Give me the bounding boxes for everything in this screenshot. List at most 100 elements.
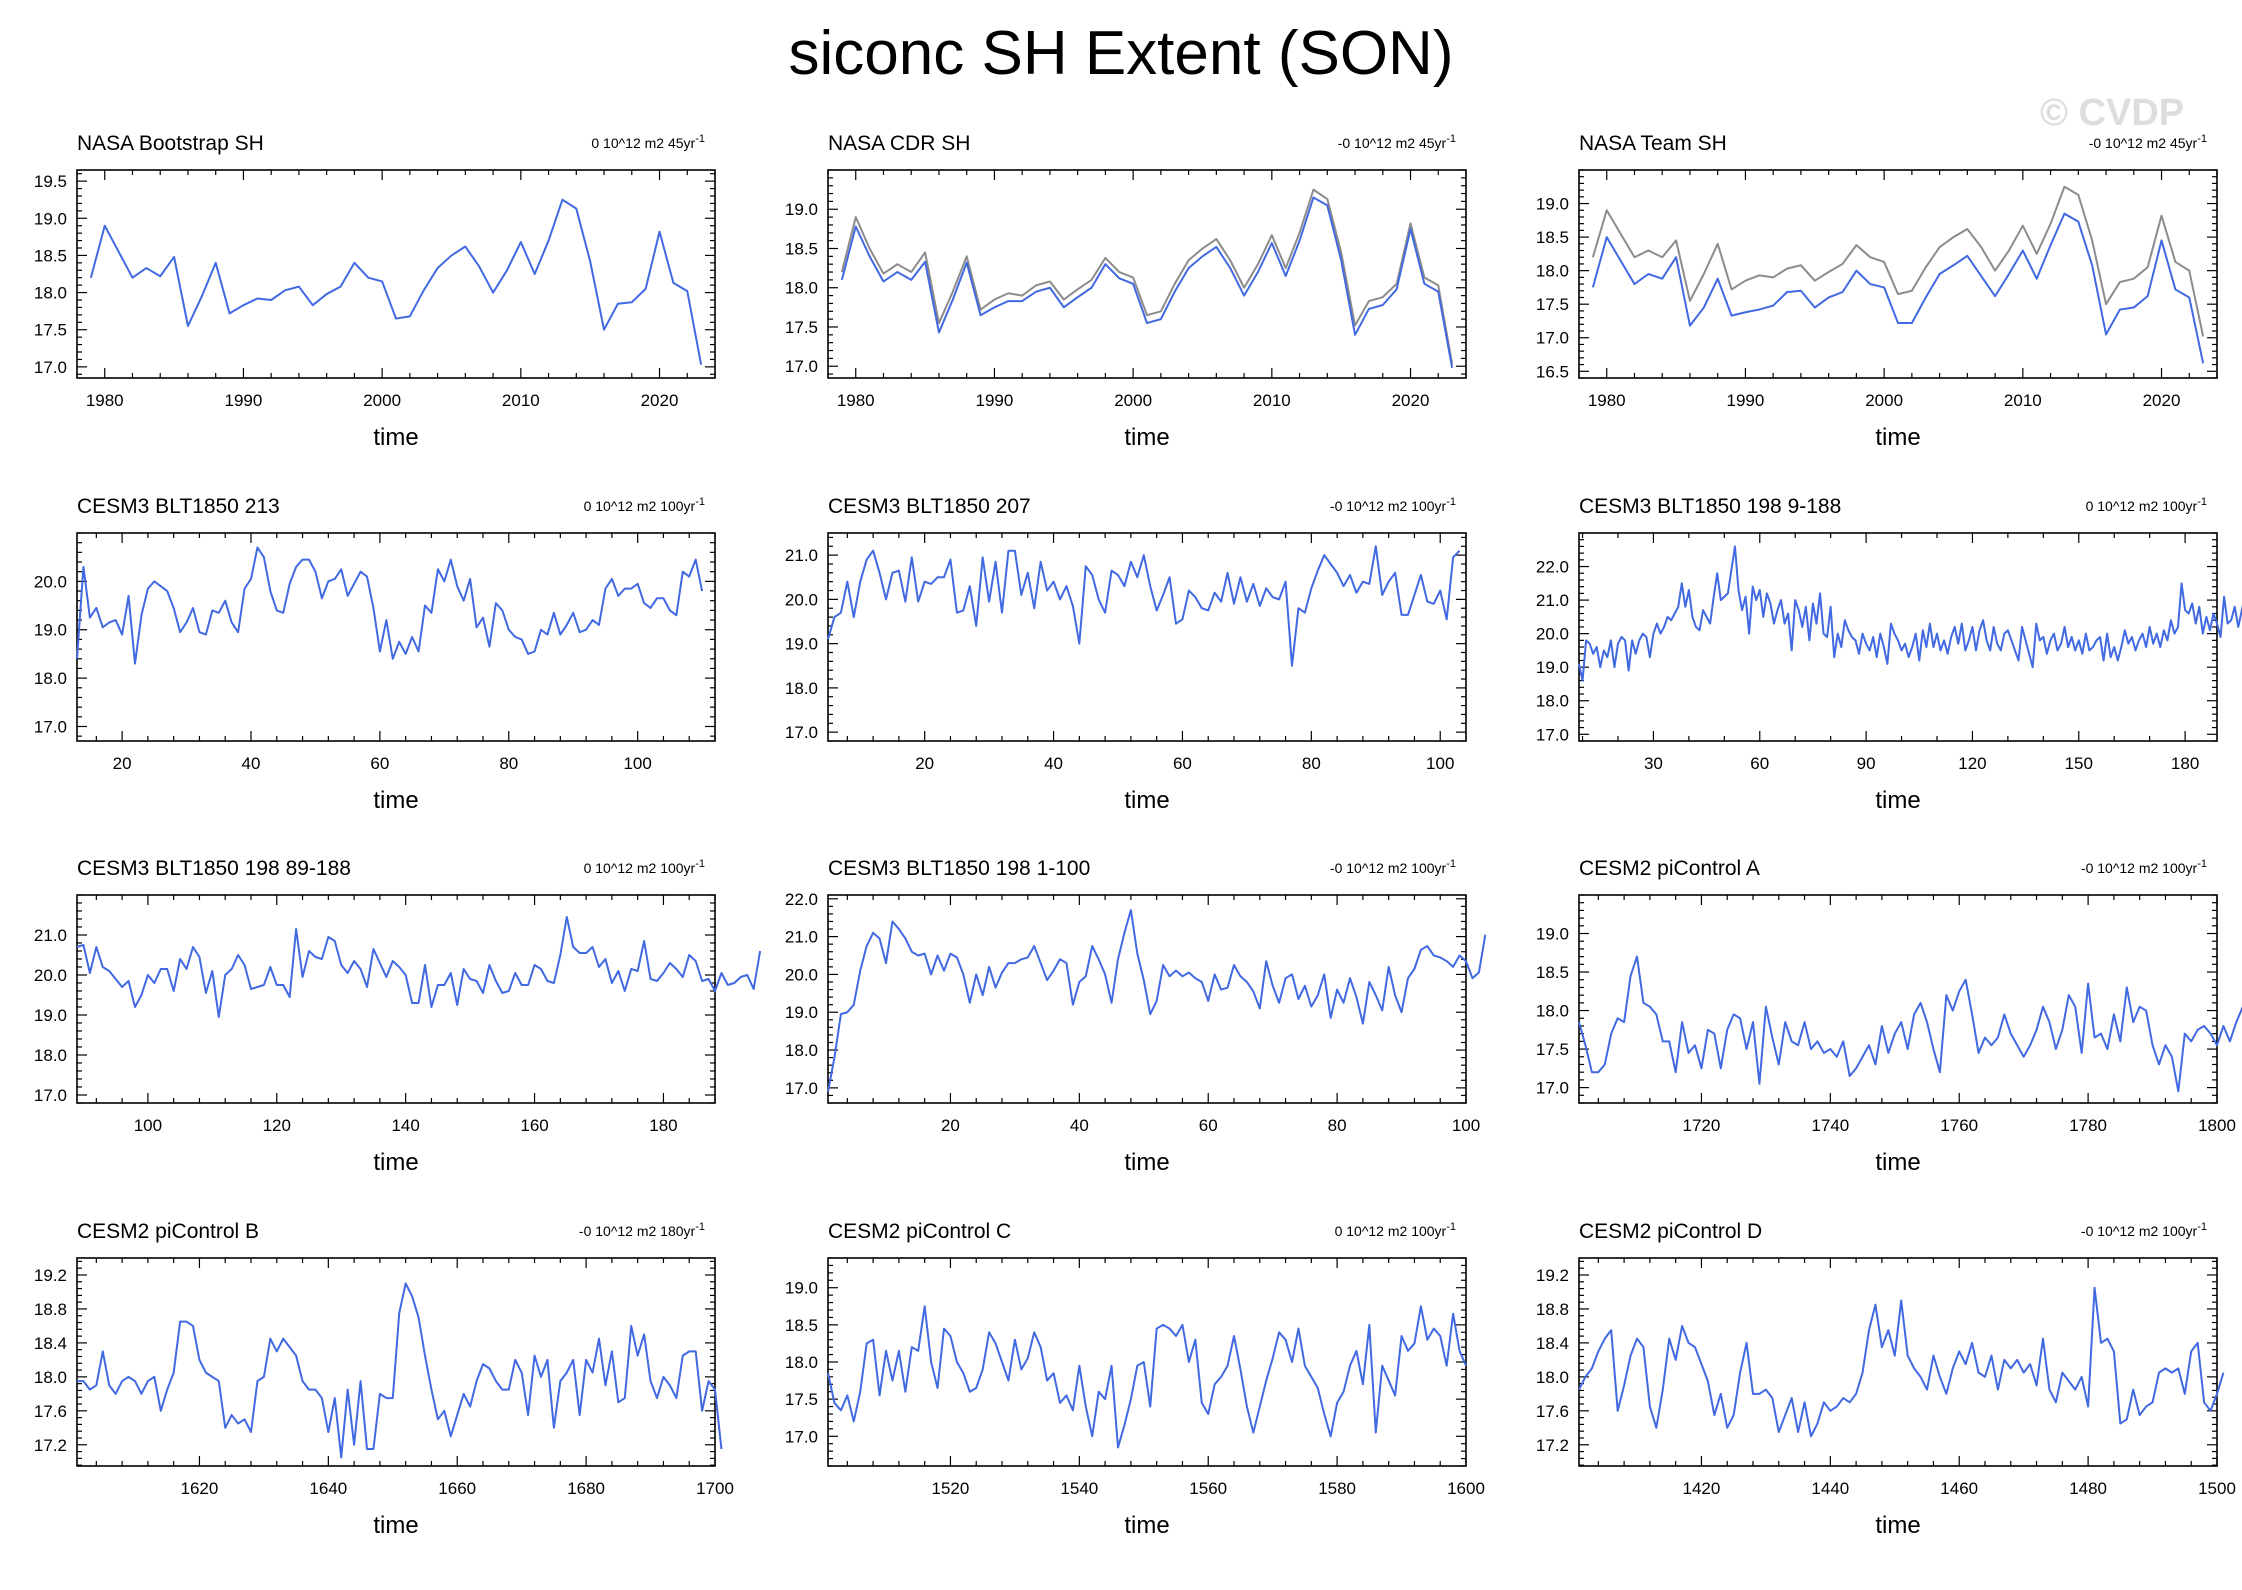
y-tick-label: 18.4 <box>34 1334 67 1353</box>
x-axis-label: time <box>1124 787 1169 814</box>
series-line-0 <box>840 188 1454 365</box>
x-tick-label: 1460 <box>1940 1479 1978 1498</box>
trend-label: -0 10^12 m2 100yr-1 <box>1330 496 1456 514</box>
x-tick-label: 1800 <box>2198 1116 2236 1135</box>
x-tick-label: 160 <box>520 1116 548 1135</box>
x-axis-label: time <box>1124 424 1169 451</box>
series-line-0 <box>827 1305 1467 1449</box>
x-axis-label: time <box>1124 1149 1169 1176</box>
x-tick-label: 1580 <box>1318 1479 1356 1498</box>
x-axis-label: time <box>373 1149 418 1176</box>
x-tick-label: 120 <box>1958 754 1986 773</box>
y-tick-label: 17.0 <box>785 1079 818 1098</box>
x-tick-label: 120 <box>263 1116 291 1135</box>
y-tick-label: 19.2 <box>1536 1266 1569 1285</box>
x-tick-label: 1700 <box>696 1479 734 1498</box>
x-tick-label: 1620 <box>181 1479 219 1498</box>
plot-frame <box>76 1257 716 1467</box>
x-tick-label: 1480 <box>2069 1479 2107 1498</box>
x-axis-label: time <box>373 787 418 814</box>
series-line-0 <box>76 546 704 665</box>
x-tick-label: 40 <box>1070 1116 1089 1135</box>
plot-frame <box>1578 169 2218 379</box>
x-tick-label: 100 <box>134 1116 162 1135</box>
y-tick-label: 18.0 <box>1536 1002 1569 1021</box>
y-tick-label: 18.5 <box>34 246 67 265</box>
y-tick-label: 20.0 <box>785 965 818 984</box>
x-axis-label: time <box>373 424 418 451</box>
x-axis-label: time <box>1875 1149 1920 1176</box>
y-tick-label: 20.0 <box>785 590 818 609</box>
series-line-0 <box>1578 1286 2225 1438</box>
x-tick-label: 20 <box>915 754 934 773</box>
x-tick-label: 1990 <box>976 391 1014 410</box>
x-tick-label: 60 <box>370 754 389 773</box>
series-line-0 <box>89 198 703 365</box>
x-tick-label: 2010 <box>2004 391 2042 410</box>
x-tick-label: 1980 <box>1588 391 1626 410</box>
panel-title: NASA CDR SH <box>828 132 970 155</box>
y-tick-label: 17.0 <box>1536 725 1569 744</box>
y-tick-label: 19.0 <box>1536 658 1569 677</box>
trend-label: -0 10^12 m2 45yr-1 <box>2089 133 2207 151</box>
x-tick-label: 2000 <box>1114 391 1152 410</box>
y-tick-label: 18.5 <box>785 1316 818 1335</box>
y-tick-label: 19.0 <box>1536 195 1569 214</box>
panel-title: CESM2 piControl B <box>77 1220 259 1243</box>
x-tick-label: 80 <box>499 754 518 773</box>
y-tick-label: 18.4 <box>1536 1334 1569 1353</box>
trend-label: -0 10^12 m2 100yr-1 <box>2081 858 2207 876</box>
x-tick-label: 2010 <box>502 391 540 410</box>
y-tick-label: 17.5 <box>34 321 67 340</box>
panel-4: 17.0 18.0 19.0 20.0 21.0 20 40 60 80 100 time CESM3… <box>785 495 1467 814</box>
y-tick-label: 18.0 <box>1536 692 1569 711</box>
series-line-0 <box>1578 955 2242 1093</box>
x-tick-label: 1990 <box>1727 391 1765 410</box>
x-tick-label: 2010 <box>1253 391 1291 410</box>
x-tick-label: 30 <box>1644 754 1663 773</box>
y-tick-label: 18.5 <box>1536 228 1569 247</box>
page-title: siconc SH Extent (SON) <box>788 19 1454 88</box>
trend-label: -0 10^12 m2 45yr-1 <box>1338 133 1456 151</box>
x-tick-label: 40 <box>1044 754 1063 773</box>
x-tick-label: 1500 <box>2198 1479 2236 1498</box>
plot-frame <box>1578 532 2218 742</box>
y-tick-label: 18.0 <box>785 1353 818 1372</box>
x-tick-label: 1520 <box>932 1479 970 1498</box>
x-tick-label: 1540 <box>1060 1479 1098 1498</box>
x-tick-label: 1990 <box>225 391 263 410</box>
y-tick-label: 20.0 <box>1536 625 1569 644</box>
y-tick-label: 17.0 <box>34 1086 67 1105</box>
y-tick-label: 17.0 <box>34 717 67 736</box>
x-axis-label: time <box>1124 1512 1169 1539</box>
x-axis-label: time <box>1875 424 1920 451</box>
plot-frame <box>827 894 1467 1104</box>
y-tick-label: 17.0 <box>785 723 818 742</box>
y-tick-label: 17.5 <box>1536 1040 1569 1059</box>
x-tick-label: 180 <box>2171 754 2199 773</box>
x-tick-label: 1720 <box>1683 1116 1721 1135</box>
trend-label: 0 10^12 m2 100yr-1 <box>1335 1221 1456 1239</box>
y-tick-label: 18.0 <box>785 279 818 298</box>
panel-title: CESM3 BLT1850 198 1-100 <box>828 857 1090 880</box>
x-tick-label: 90 <box>1857 754 1876 773</box>
y-tick-label: 18.0 <box>785 679 818 698</box>
y-tick-label: 19.0 <box>34 209 67 228</box>
y-tick-label: 20.0 <box>34 572 67 591</box>
trend-label: -0 10^12 m2 180yr-1 <box>579 1221 705 1239</box>
y-tick-label: 17.2 <box>34 1436 67 1455</box>
y-tick-label: 18.0 <box>34 1046 67 1065</box>
x-tick-label: 2020 <box>2143 391 2181 410</box>
series-line-1 <box>840 196 1454 368</box>
y-tick-label: 18.0 <box>785 1041 818 1060</box>
x-axis-label: time <box>1875 787 1920 814</box>
plot-frame <box>76 532 716 742</box>
x-tick-label: 1600 <box>1447 1479 1485 1498</box>
y-tick-label: 19.0 <box>785 635 818 654</box>
y-tick-label: 17.6 <box>1536 1402 1569 1421</box>
series-line-0 <box>1578 545 2242 682</box>
x-tick-label: 2020 <box>641 391 679 410</box>
panel-title: NASA Team SH <box>1579 132 1727 155</box>
y-tick-label: 17.0 <box>1536 1079 1569 1098</box>
